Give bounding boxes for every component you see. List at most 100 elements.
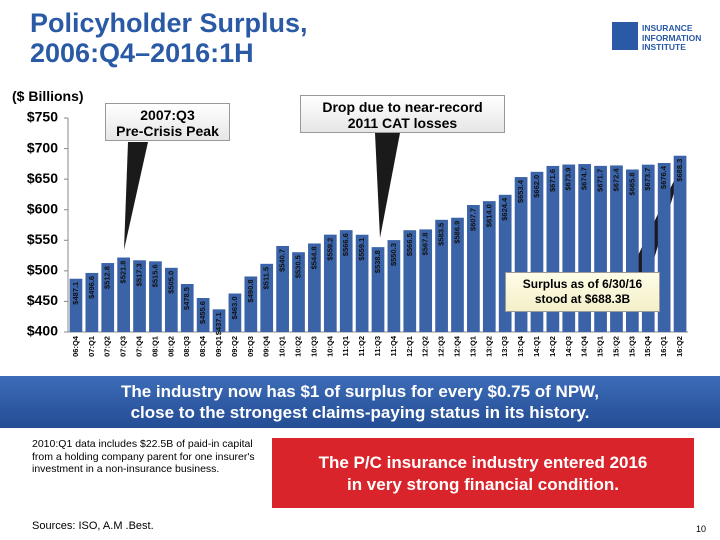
data-label: $550.3 bbox=[389, 243, 398, 266]
data-label: $490.8 bbox=[246, 279, 255, 302]
x-tick-label: 06:Q4 bbox=[71, 335, 80, 357]
bar bbox=[308, 243, 321, 332]
conclusion-line: in very strong financial condition. bbox=[346, 475, 620, 494]
bar bbox=[149, 261, 162, 332]
x-tick-label: 07:Q2 bbox=[103, 336, 112, 357]
data-label: $512.8 bbox=[103, 266, 112, 289]
data-label: $437.1 bbox=[214, 312, 223, 335]
data-label: $505.0 bbox=[166, 271, 175, 294]
x-tick-label: 08:Q1 bbox=[150, 336, 159, 357]
logo-line: INSURANCE bbox=[642, 23, 693, 33]
data-label: $614.0 bbox=[484, 204, 493, 227]
data-label: $662.0 bbox=[532, 175, 541, 198]
bar bbox=[244, 276, 258, 332]
y-tick-label: $600 bbox=[27, 200, 58, 216]
x-tick-label: 07:Q3 bbox=[119, 336, 128, 357]
x-tick-label: 11:Q3 bbox=[373, 336, 382, 356]
x-tick-label: 14:Q3 bbox=[564, 336, 573, 357]
data-label: $674.7 bbox=[580, 167, 589, 190]
x-tick-label: 16:Q1 bbox=[659, 336, 668, 357]
data-label: $671.6 bbox=[548, 169, 557, 192]
title: Policyholder Surplus, 2006:Q4–2016:1H bbox=[30, 8, 308, 68]
y-tick-label: $450 bbox=[27, 292, 58, 308]
x-tick-label: 07:Q1 bbox=[87, 336, 96, 357]
data-label: $688.3 bbox=[675, 159, 684, 182]
banner-line: The industry now has $1 of surplus for e… bbox=[120, 382, 599, 401]
bar bbox=[180, 284, 194, 332]
annotation-line: Pre-Crisis Peak bbox=[116, 123, 219, 139]
x-tick-label: 14:Q1 bbox=[532, 336, 541, 357]
x-tick-label: 15:Q4 bbox=[643, 335, 652, 357]
x-tick-label: 13:Q3 bbox=[500, 336, 509, 357]
conclusion: The P/C insurance industry entered 2016 … bbox=[272, 438, 694, 508]
data-label: $530.5 bbox=[293, 255, 302, 278]
x-tick-label: 15:Q1 bbox=[596, 336, 605, 357]
x-tick-label: 10:Q1 bbox=[278, 336, 287, 357]
x-tick-label: 08:Q2 bbox=[166, 336, 175, 357]
y-tick-label: $500 bbox=[27, 262, 58, 278]
bar bbox=[387, 240, 401, 332]
x-tick-label: 08:Q3 bbox=[182, 336, 191, 357]
data-label: $566.6 bbox=[341, 233, 350, 256]
x-tick-label: 10:Q2 bbox=[293, 336, 302, 357]
data-label: $487.1 bbox=[71, 282, 80, 305]
data-label: $559.1 bbox=[357, 238, 366, 261]
data-label: $624.4 bbox=[500, 197, 509, 221]
bar bbox=[212, 309, 226, 332]
title-line: 2006:Q4–2016:1H bbox=[30, 38, 254, 68]
bar bbox=[355, 234, 369, 332]
data-label: $673.9 bbox=[564, 168, 573, 191]
data-label: $478.5 bbox=[182, 287, 191, 310]
bar bbox=[292, 252, 305, 332]
banner-line: close to the strongest claims-paying sta… bbox=[130, 403, 590, 422]
x-tick-label: 13:Q1 bbox=[468, 336, 477, 357]
data-label: $566.5 bbox=[405, 233, 414, 256]
data-label: $521.8 bbox=[119, 261, 128, 284]
x-tick-label: 12:Q1 bbox=[405, 336, 414, 357]
data-label: $544.8 bbox=[309, 246, 318, 269]
x-tick-label: 08:Q4 bbox=[198, 335, 207, 357]
x-tick-label: 07:Q4 bbox=[135, 335, 144, 357]
data-label: $538.8 bbox=[373, 250, 382, 273]
annotation-line: 2007:Q3 bbox=[140, 107, 195, 123]
callout-pointer bbox=[124, 142, 148, 250]
bar bbox=[117, 257, 130, 332]
conclusion-line: The P/C insurance industry entered 2016 bbox=[318, 453, 648, 472]
data-label: $676.4 bbox=[659, 165, 668, 189]
annotation: Drop due to near-record 2011 CAT losses bbox=[300, 95, 505, 133]
y-tick-label: $650 bbox=[27, 170, 58, 186]
x-tick-label: 14:Q4 bbox=[580, 335, 589, 357]
data-label: $671.7 bbox=[596, 169, 605, 192]
bar bbox=[196, 298, 210, 332]
annotation-line: Drop due to near-record bbox=[322, 99, 483, 115]
x-tick-label: 12:Q3 bbox=[437, 336, 446, 357]
bar bbox=[133, 260, 146, 332]
bar bbox=[276, 245, 289, 332]
y-tick-label: $700 bbox=[27, 139, 58, 155]
annotation-line: 2011 CAT losses bbox=[347, 115, 458, 131]
data-label: $463.0 bbox=[230, 296, 239, 319]
x-tick-label: 11:Q1 bbox=[341, 336, 350, 356]
data-label: $496.6 bbox=[87, 276, 96, 299]
bar bbox=[673, 155, 687, 332]
note: 2010:Q1 data includes $22.5B of paid-in … bbox=[32, 438, 255, 475]
x-tick-label: 14:Q2 bbox=[548, 336, 557, 357]
bar bbox=[482, 201, 496, 332]
logo-line: INSTITUTE bbox=[642, 42, 686, 52]
sources: Sources: ISO, A.M .Best. bbox=[32, 520, 154, 532]
x-tick-label: 09:Q1 bbox=[214, 336, 223, 357]
banner: The industry now has $1 of surplus for e… bbox=[0, 376, 720, 428]
data-label: $517.3 bbox=[135, 263, 144, 286]
bar bbox=[164, 267, 178, 332]
data-label: $607.7 bbox=[468, 208, 477, 231]
x-tick-label: 10:Q3 bbox=[309, 336, 318, 357]
data-label: $511.5 bbox=[262, 267, 271, 290]
bar bbox=[323, 234, 337, 332]
callout-pointer bbox=[375, 133, 400, 238]
title-line: Policyholder Surplus, bbox=[30, 8, 308, 38]
data-label: $673.7 bbox=[643, 168, 652, 191]
annotation: Surplus as of 6/30/16 stood at $688.3B bbox=[505, 272, 660, 312]
x-tick-label: 10:Q4 bbox=[325, 335, 334, 357]
y-axis-label: ($ Billions) bbox=[12, 88, 84, 104]
